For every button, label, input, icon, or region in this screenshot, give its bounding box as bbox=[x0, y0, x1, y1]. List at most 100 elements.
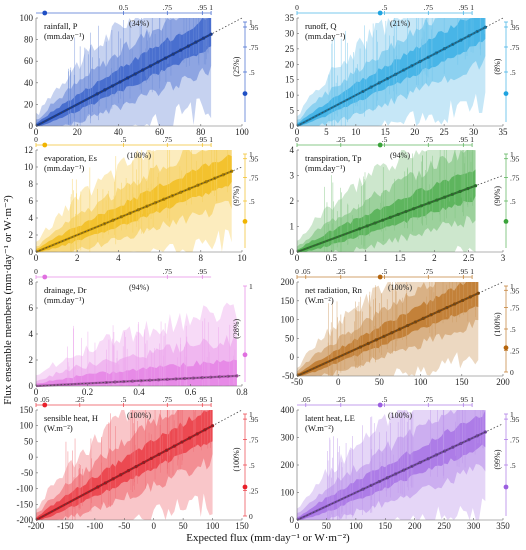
x-tick-label: 2 bbox=[432, 253, 437, 263]
y-fraction-label: .95 bbox=[510, 155, 520, 164]
x-fraction-label: .95 bbox=[198, 395, 208, 404]
median-point bbox=[390, 331, 394, 335]
x-tick-label: 25 bbox=[440, 127, 450, 137]
y-fraction-label: .25 bbox=[510, 347, 520, 356]
x-fraction-marker bbox=[42, 10, 48, 16]
x-fraction-label: .05 bbox=[301, 267, 311, 276]
y-fraction-label: .95 bbox=[510, 415, 520, 424]
x-fraction-label: .25 bbox=[336, 267, 346, 276]
y-fraction-marker bbox=[242, 219, 248, 224]
median-point bbox=[235, 374, 239, 378]
x-fraction-label: .05 bbox=[40, 395, 50, 404]
x-tick-label: 0 bbox=[34, 253, 39, 263]
median-point bbox=[162, 197, 166, 201]
median-point bbox=[437, 309, 441, 313]
panel-title: drainage, Dr bbox=[44, 285, 87, 295]
y-fraction-percent: (90%) bbox=[493, 186, 502, 206]
y-fraction-percent: (25%) bbox=[232, 56, 241, 76]
x-tick-label: 60 bbox=[155, 127, 165, 137]
x-tick-label: 5 bbox=[324, 127, 329, 137]
median-point bbox=[153, 201, 157, 205]
x-fraction-marker bbox=[377, 10, 383, 16]
x-fraction-label: .95 bbox=[459, 135, 469, 144]
x-tick-label: 0 bbox=[34, 127, 39, 137]
x-tick-label: 1 bbox=[363, 253, 368, 263]
x-tick-label: -200 bbox=[28, 521, 45, 531]
x-fraction-percent: (100%) bbox=[388, 411, 412, 420]
y-tick-label: 100 bbox=[281, 488, 295, 498]
x-fraction-label: .75 bbox=[424, 267, 434, 276]
y-tick-label: 100 bbox=[20, 13, 34, 23]
y-fraction-label: .95 bbox=[249, 415, 259, 424]
x-fraction-percent: (34%) bbox=[129, 19, 149, 28]
median-point bbox=[126, 469, 131, 473]
x-fraction-marker bbox=[377, 402, 383, 408]
y-fraction-label: .25 bbox=[249, 487, 259, 496]
y-tick-label: 30 bbox=[285, 28, 295, 38]
y-fraction-label: .5 bbox=[510, 325, 516, 334]
x-fraction-label: .5 bbox=[382, 3, 388, 12]
y-tick-label: 10 bbox=[285, 90, 295, 100]
median-point bbox=[226, 374, 230, 378]
y-fraction-marker bbox=[242, 91, 248, 96]
x-tick-label: -150 bbox=[57, 521, 74, 531]
x-fraction-label: 1 bbox=[209, 395, 213, 404]
y-fraction-label: .95 bbox=[249, 23, 259, 32]
y-fraction-label: 1 bbox=[510, 150, 514, 159]
envelope-75 bbox=[36, 154, 232, 252]
x-tick-label: 2 bbox=[75, 253, 80, 263]
y-tick-label: 0 bbox=[290, 515, 295, 525]
y-tick-label: 2 bbox=[29, 355, 34, 365]
x-tick-label: 100 bbox=[235, 127, 249, 137]
y-fraction-label: 1 bbox=[510, 282, 514, 291]
median-point bbox=[142, 460, 146, 465]
y-fraction-label: .75 bbox=[510, 43, 520, 52]
median-point bbox=[419, 204, 423, 208]
median-point bbox=[148, 64, 152, 68]
x-fraction-label: .75 bbox=[424, 395, 434, 404]
y-fraction-label: 1 bbox=[510, 18, 514, 27]
x-fraction-label: .75 bbox=[424, 135, 434, 144]
y-fraction-label: .5 bbox=[510, 461, 516, 470]
x-tick-label: 0 bbox=[295, 253, 300, 263]
y-tick-label: 25 bbox=[285, 44, 295, 54]
x-tick-label: 10 bbox=[238, 253, 248, 263]
x-tick-label: -50 bbox=[118, 521, 130, 531]
y-tick-label: 0 bbox=[29, 121, 34, 131]
x-fraction-label: 0 bbox=[295, 267, 299, 276]
y-tick-label: 300 bbox=[281, 433, 295, 443]
x-tick-label: 200 bbox=[496, 377, 510, 387]
panel-units: (mm.day⁻¹) bbox=[44, 163, 84, 173]
y-fraction-label: .75 bbox=[510, 436, 520, 445]
x-fraction-marker bbox=[377, 142, 383, 148]
x-fraction-label: .75 bbox=[163, 135, 173, 144]
x-tick-label: 40 bbox=[114, 127, 124, 137]
median-point bbox=[373, 221, 377, 225]
y-fraction-label: .5 bbox=[510, 68, 516, 77]
one-to-one-line bbox=[35, 409, 243, 521]
y-tick-label: 150 bbox=[20, 405, 34, 415]
median-point bbox=[475, 434, 479, 438]
panel-title: runoff, Q bbox=[305, 21, 336, 31]
y-tick-label: 150 bbox=[281, 296, 295, 306]
x-fraction-label: .25 bbox=[336, 395, 346, 404]
x-fraction-label: 1 bbox=[470, 3, 474, 12]
y-tick-label: 8 bbox=[29, 277, 34, 287]
y-tick-label: 20 bbox=[285, 59, 295, 69]
y-fraction-label: .95 bbox=[249, 155, 259, 164]
median-point bbox=[111, 218, 115, 222]
x-tick-label: 0 bbox=[295, 127, 300, 137]
median-point bbox=[221, 173, 225, 177]
panel-title: transpiration, Tp bbox=[305, 153, 362, 163]
x-fraction-label: 1 bbox=[470, 135, 474, 144]
x-tick-label: 0 bbox=[34, 387, 39, 397]
median-point bbox=[434, 51, 438, 55]
x-tick-label: 35 bbox=[499, 127, 509, 137]
x-tick-label: -100 bbox=[87, 521, 104, 531]
y-tick-label: 12 bbox=[24, 145, 33, 155]
median-point bbox=[377, 479, 381, 484]
x-axis-title: Expected flux (mm·day⁻¹ or W·m⁻²) bbox=[186, 532, 350, 544]
